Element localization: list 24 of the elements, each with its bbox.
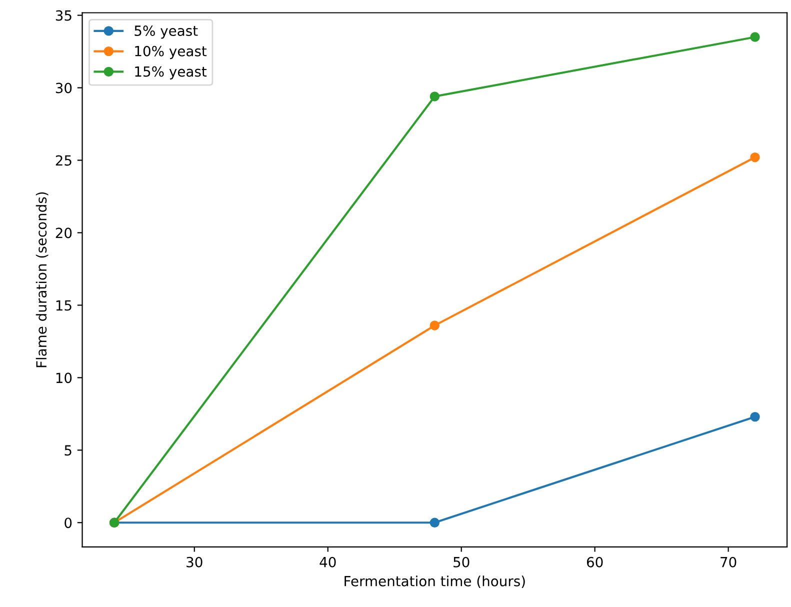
y-tick-label: 0	[64, 518, 72, 528]
y-tick-label: 5	[64, 445, 72, 456]
legend-label: 15% yeast	[135, 66, 207, 80]
y-tick-label: 20	[56, 228, 72, 238]
y-tick-label: 35	[56, 10, 72, 21]
point	[750, 152, 760, 162]
x-tick-label: 50	[454, 556, 470, 568]
y-tick-label: 15	[56, 300, 72, 311]
y-tick-label: 10	[56, 372, 72, 384]
point	[430, 518, 440, 528]
legend-label: 10% yeast	[135, 46, 207, 60]
x-tick-label: 60	[586, 556, 603, 568]
x-tick-label: 70	[720, 556, 736, 568]
x-tick-label: 30	[186, 556, 202, 568]
legend-label: 5% yeast	[134, 25, 198, 39]
y-tick-label: 25	[56, 155, 72, 166]
point	[430, 320, 440, 330]
y-tick-label: 30	[56, 82, 72, 94]
point	[430, 92, 440, 102]
point	[750, 412, 760, 422]
x-tick-label: 40	[320, 556, 336, 568]
x-axis-title: Fermentation time (hours)	[344, 576, 525, 588]
y-axis-title: Flame duration (seconds)	[36, 192, 48, 368]
point	[750, 32, 760, 42]
